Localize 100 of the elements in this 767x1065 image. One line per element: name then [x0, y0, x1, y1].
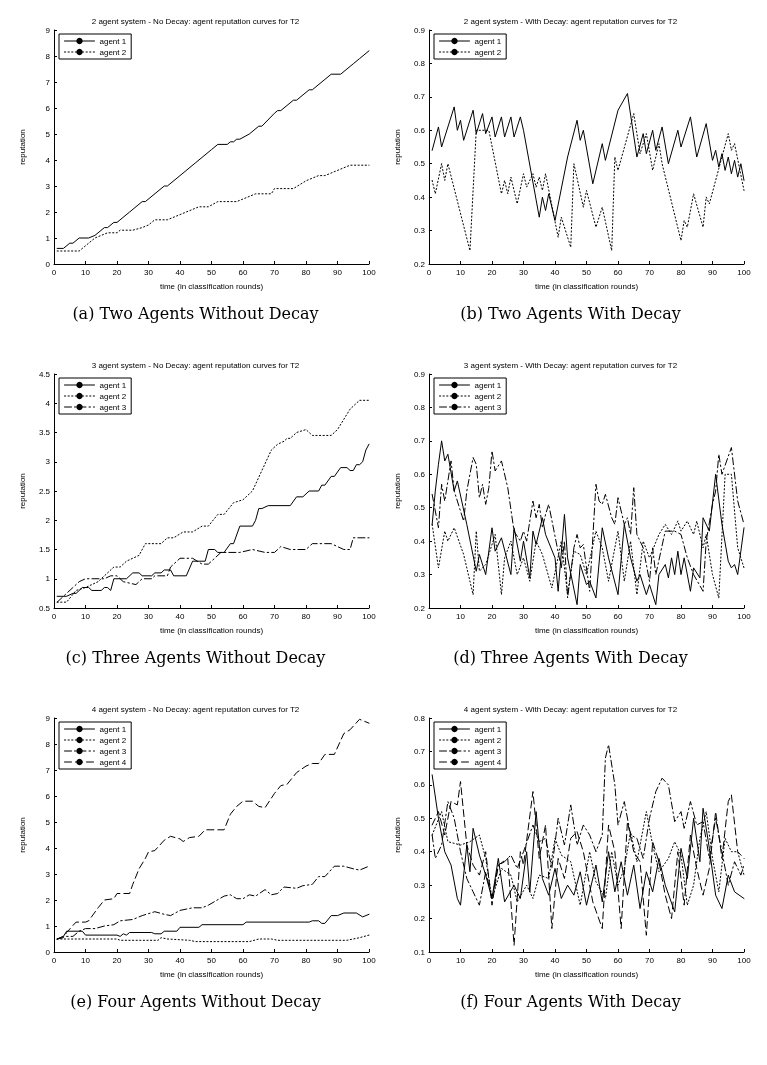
- x-axis-title: time (in classification rounds): [159, 625, 264, 635]
- x-tick-label: 10: [456, 955, 466, 965]
- x-tick-label: 30: [144, 955, 154, 965]
- y-tick-label: 6: [45, 103, 51, 113]
- chart-title: 3 agent system - No Decay: agent reputation curves for T2: [91, 360, 300, 370]
- y-tick-label: 9: [45, 25, 51, 35]
- x-tick-label: 70: [270, 267, 280, 277]
- x-tick-label: 60: [238, 955, 248, 965]
- text: (a) Two Agents Without Decay: [71, 303, 320, 325]
- y-tick-label: 3: [45, 869, 51, 879]
- x-tick-label: 100: [737, 955, 752, 965]
- x-tick-label: 70: [645, 611, 655, 621]
- text: (e) Four Agents Without Decay: [69, 991, 322, 1013]
- x-tick-label: 10: [456, 267, 466, 277]
- x-tick-label: 30: [144, 267, 154, 277]
- x-tick-label: 70: [270, 955, 280, 965]
- x-tick-label: 40: [550, 267, 560, 277]
- y-tick-label: 0.5: [413, 159, 426, 169]
- x-tick-label: 90: [333, 955, 343, 965]
- legend-label: agent 4: [474, 757, 502, 767]
- x-tick-label: 40: [175, 955, 185, 965]
- y-axis-title: reputation: [17, 473, 27, 509]
- chart-title: 3 agent system - With Decay: agent reputation curves for T2: [463, 360, 678, 370]
- y-tick-label: 0.7: [413, 746, 426, 756]
- x-tick-label: 100: [737, 267, 752, 277]
- y-tick-label: 5: [45, 129, 51, 139]
- text: (d) Three Agents With Decay: [452, 647, 689, 669]
- chart-title: 2 agent system - No Decay: agent reputation curves for T2: [91, 16, 300, 26]
- legend-label: agent 1: [474, 36, 502, 46]
- y-tick-label: 0.2: [413, 914, 426, 924]
- x-tick-label: 80: [676, 955, 686, 965]
- y-axis-title: reputation: [17, 129, 27, 165]
- y-tick-label: 0.3: [413, 570, 426, 580]
- y-tick-label: 2: [45, 895, 51, 905]
- x-tick-label: 60: [613, 955, 623, 965]
- y-tick-label: 0.4: [413, 847, 426, 857]
- legend-label: agent 3: [99, 402, 127, 412]
- legend-label: agent 1: [99, 724, 127, 734]
- y-tick-label: 0.1: [413, 947, 426, 957]
- y-tick-label: 0.2: [413, 603, 426, 613]
- y-tick-label: 1: [45, 233, 51, 243]
- text: (b) Two Agents With Decay: [459, 303, 682, 325]
- y-tick-label: 3: [45, 457, 51, 467]
- y-tick-label: 3.5: [38, 428, 51, 437]
- y-axis-title: reputation: [392, 473, 402, 509]
- x-tick-label: 100: [362, 955, 377, 965]
- y-tick-label: 2.5: [38, 486, 51, 496]
- x-tick-label: 50: [582, 267, 592, 277]
- y-tick-label: 1: [45, 574, 51, 584]
- y-tick-label: 0.5: [413, 813, 426, 823]
- y-tick-label: 0.6: [413, 780, 426, 790]
- x-tick-label: 10: [81, 955, 91, 965]
- x-tick-label: 30: [519, 955, 529, 965]
- legend-label: agent 1: [474, 380, 502, 390]
- y-tick-label: 0.7: [413, 92, 426, 102]
- y-tick-label: 0.2: [413, 259, 426, 269]
- x-tick-label: 80: [676, 611, 686, 621]
- x-tick-label: 40: [550, 955, 560, 965]
- x-tick-label: 60: [613, 611, 623, 621]
- y-tick-label: 1.5: [38, 545, 51, 554]
- x-axis-title: time (in classification rounds): [159, 281, 264, 291]
- y-tick-label: 4: [45, 398, 51, 408]
- y-tick-label: 0.9: [413, 25, 426, 35]
- legend-label: agent 2: [99, 47, 127, 57]
- legend-label: agent 1: [99, 36, 127, 46]
- chart-title: 4 agent system - With Decay: agent reputation curves for T2: [463, 704, 678, 714]
- x-tick-label: 30: [144, 611, 154, 621]
- y-tick-label: 0.5: [38, 603, 51, 613]
- chart-title: 2 agent system - With Decay: agent reputation curves for T2: [463, 16, 678, 26]
- x-tick-label: 10: [81, 611, 91, 621]
- y-tick-label: 6: [45, 791, 51, 801]
- y-tick-label: 7: [45, 765, 51, 775]
- x-tick-label: 100: [362, 611, 377, 621]
- y-tick-label: 0: [45, 259, 51, 269]
- x-tick-label: 90: [708, 611, 718, 621]
- x-tick-label: 80: [301, 611, 311, 621]
- x-tick-label: 90: [708, 267, 718, 277]
- x-tick-label: 50: [207, 955, 217, 965]
- y-tick-label: 8: [45, 51, 51, 61]
- x-tick-label: 20: [487, 267, 497, 277]
- x-tick-label: 80: [676, 267, 686, 277]
- legend-label: agent 2: [474, 735, 502, 745]
- x-tick-label: 20: [487, 955, 497, 965]
- y-axis-title: reputation: [392, 129, 402, 165]
- x-axis-title: time (in classification rounds): [159, 969, 264, 979]
- x-tick-label: 70: [270, 611, 280, 621]
- y-tick-label: 0.8: [413, 713, 426, 723]
- legend-label: agent 1: [474, 724, 502, 734]
- y-tick-label: 2: [45, 207, 51, 217]
- y-tick-label: 0.5: [413, 503, 426, 513]
- legend-label: agent 2: [99, 735, 127, 745]
- y-tick-label: 0.6: [413, 469, 426, 479]
- y-tick-label: 0.4: [413, 192, 426, 202]
- x-tick-label: 90: [333, 611, 343, 621]
- x-tick-label: 10: [81, 267, 91, 277]
- x-axis-title: time (in classification rounds): [534, 281, 639, 291]
- y-tick-label: 5: [45, 817, 51, 827]
- y-tick-label: 7: [45, 77, 51, 87]
- legend-label: agent 2: [474, 47, 502, 57]
- x-tick-label: 50: [207, 267, 217, 277]
